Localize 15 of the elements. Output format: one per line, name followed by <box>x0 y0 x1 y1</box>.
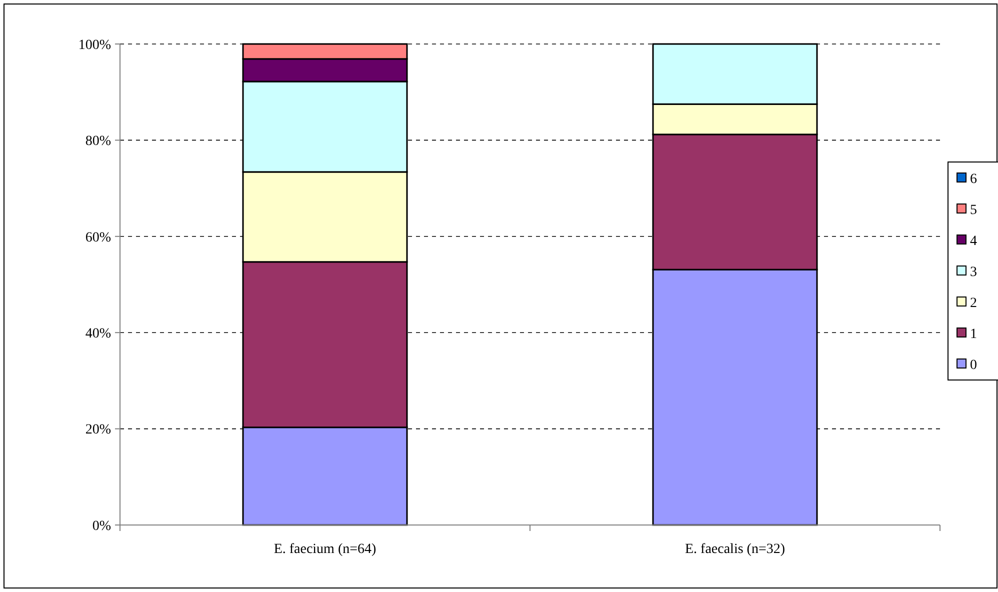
x-tick-label: E. faecium (n=64) <box>274 542 377 557</box>
y-tick-label: 40% <box>85 326 112 342</box>
legend-label: 5 <box>970 202 977 218</box>
x-tick-label: E. faecalis (n=32) <box>684 542 786 557</box>
legend-label: 1 <box>970 326 977 342</box>
y-tick-label: 60% <box>85 230 112 246</box>
y-tick-label: 20% <box>85 422 112 438</box>
legend-label: 4 <box>970 234 977 249</box>
legend-label: 3 <box>970 264 977 280</box>
y-tick-label: 80% <box>85 134 112 150</box>
legend-label: 2 <box>970 296 977 311</box>
legend-label: 0 <box>970 358 977 373</box>
y-tick-label: 100% <box>78 38 112 53</box>
y-tick-label: 0% <box>92 518 112 534</box>
legend-label: 6 <box>970 172 977 187</box>
